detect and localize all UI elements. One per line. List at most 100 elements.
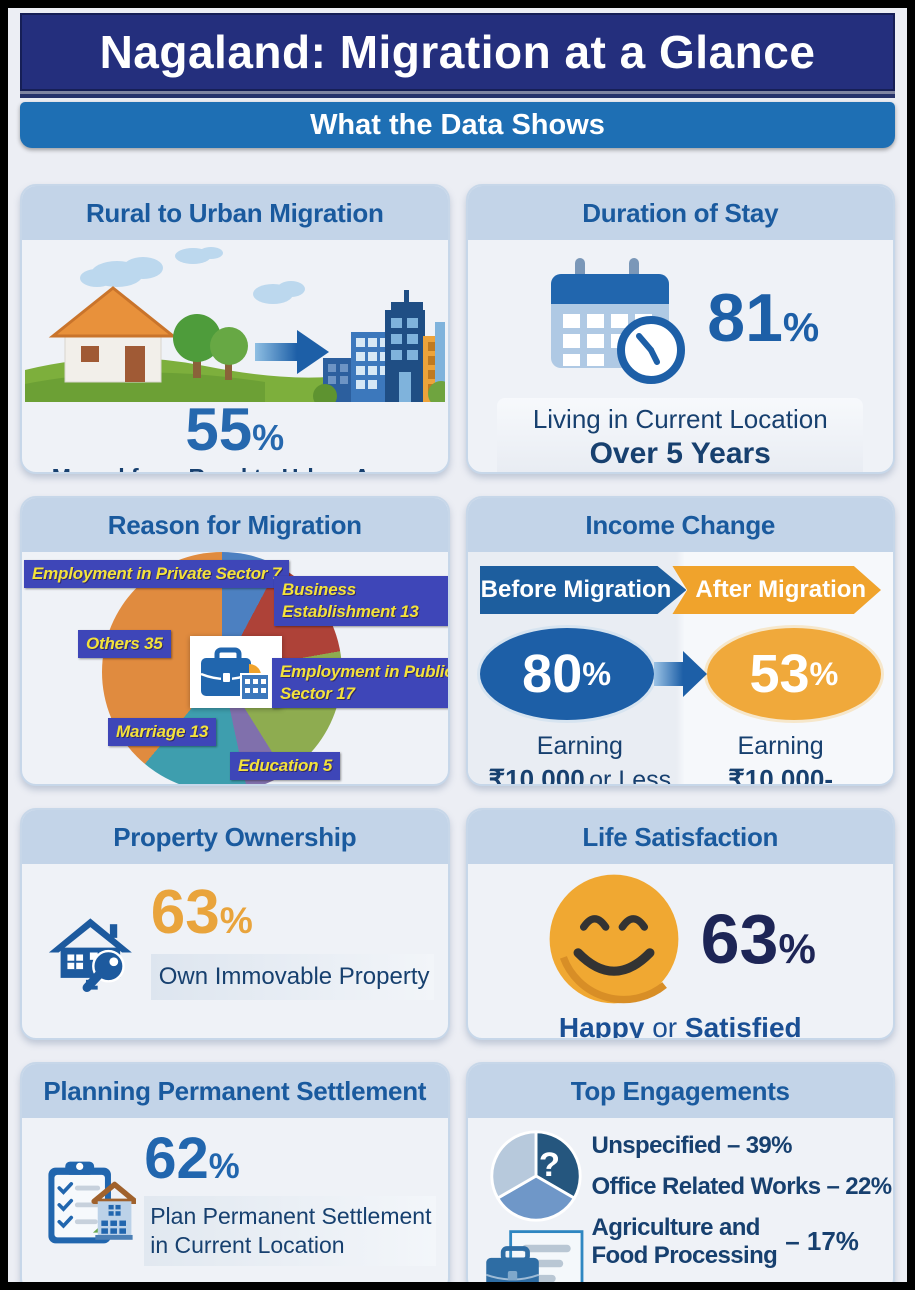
after-earning-label: Earning bbox=[737, 732, 824, 760]
income-banners: Before Migration After Migration bbox=[479, 566, 881, 614]
reason-pie-center-badge bbox=[190, 636, 282, 708]
satisfaction-value: 63 bbox=[700, 900, 779, 978]
after-amount: ₹10,000-₹30,000 bbox=[728, 763, 833, 786]
engagements-icons-column: ? bbox=[480, 1126, 592, 1282]
engagement-dash-2: – bbox=[826, 1173, 840, 1200]
duration-value: 81 bbox=[707, 280, 783, 356]
satisfaction-or: or bbox=[644, 1012, 685, 1040]
settlement-value: 62 bbox=[144, 1126, 209, 1191]
rural-urban-value: 55 bbox=[185, 396, 253, 463]
rural-urban-percent-sign: % bbox=[252, 417, 285, 458]
arrow-right-icon bbox=[254, 330, 329, 374]
pie-label-others: Others 35 bbox=[78, 630, 171, 659]
engagement-item-office-works: Office Related Works – 22% bbox=[591, 1173, 893, 1201]
engagement-value-3: – 17% bbox=[785, 1226, 859, 1257]
before-earning-label: Earning bbox=[536, 732, 623, 760]
engagement-label-3-line2: Food Processing bbox=[591, 1241, 778, 1269]
pie-label-business-establishment: Business Establishment 13 bbox=[274, 576, 448, 627]
smiley-icon bbox=[549, 874, 679, 1004]
rural-urban-caption: Moved from Rural to Urban Areas bbox=[22, 464, 448, 472]
briefcase-building-icon bbox=[200, 647, 270, 701]
pie-question-icon: ? bbox=[489, 1130, 582, 1222]
satisfaction-satisfied: Satisfied bbox=[684, 1012, 802, 1040]
card-engagements-header: Top Engagements bbox=[467, 1064, 893, 1118]
cards-grid: Rural to Urban Migration bbox=[8, 148, 907, 1282]
card-income-body: Before Migration After Migration 80% 53%… bbox=[467, 552, 893, 786]
satisfaction-percent-sign: % bbox=[778, 925, 816, 972]
infographic-frame: Nagaland: Migration at a Glance What the… bbox=[8, 8, 907, 1282]
engagement-item-unspecified: Unspecified – 39% bbox=[592, 1132, 892, 1160]
after-migration-banner: After Migration bbox=[672, 566, 881, 614]
property-stat-block: 63% Own Immovable Property bbox=[150, 874, 434, 1000]
before-amount: ₹10,000 bbox=[488, 763, 585, 786]
engagement-value-2: 22% bbox=[845, 1173, 892, 1200]
settlement-caption: Plan Permanent Settlement in Current Loc… bbox=[144, 1196, 436, 1266]
card-satisfaction-header: Life Satisfaction bbox=[467, 810, 893, 864]
property-value: 63 bbox=[150, 878, 220, 947]
page-subtitle: What the Data Shows bbox=[310, 108, 605, 141]
card-rural-urban-migration: Rural to Urban Migration bbox=[20, 184, 450, 474]
after-income-caption: Earning ₹10,000-₹30,000 bbox=[680, 730, 881, 786]
duration-caption-line2: Over 5 Years bbox=[589, 437, 771, 470]
card-income-change: Income Change Before Migration After Mig… bbox=[465, 496, 895, 786]
settlement-caption-line1: Plan Permanent Settlement bbox=[150, 1203, 432, 1229]
pie-label-employment-public: Employment in Public Sector 17 bbox=[272, 658, 448, 709]
property-caption: Own Immovable Property bbox=[150, 954, 434, 1000]
duration-caption-line1: Living in Current Location bbox=[532, 404, 828, 434]
before-income-percent-sign: % bbox=[582, 655, 612, 692]
card-rural-urban-title: Rural to Urban Migration bbox=[85, 197, 384, 228]
card-reason-header: Reason for Migration bbox=[22, 498, 448, 552]
card-settlement-body: 62% Plan Permanent Settlement in Current… bbox=[22, 1118, 448, 1282]
income-values-row: 80% 53% bbox=[479, 628, 881, 720]
card-property-ownership: Property Ownership bbox=[20, 808, 450, 1040]
header-divider bbox=[20, 94, 895, 98]
card-income-title: Income Change bbox=[585, 509, 776, 540]
card-reason-for-migration: Reason for Migration bbox=[20, 496, 450, 786]
settlement-percent-sign: % bbox=[208, 1147, 240, 1186]
engagement-item-agriculture: Agriculture and Food Processing – 17% bbox=[592, 1214, 892, 1269]
pie-label-employment-private: Employment in Private Sector 7 bbox=[24, 560, 290, 589]
rural-urban-stat: 55% bbox=[22, 400, 448, 460]
income-arrow-right-icon bbox=[653, 651, 707, 697]
engagements-list: Unspecified – 39% Office Related Works –… bbox=[591, 1126, 893, 1282]
card-duration-of-stay: Duration of Stay bbox=[465, 184, 895, 474]
card-top-engagements: Top Engagements ? bbox=[465, 1062, 895, 1282]
trees-icon bbox=[172, 314, 248, 380]
duration-caption: Living in Current Location Over 5 Years bbox=[497, 398, 864, 472]
card-reason-body: Employment in Private Sector 7 Business … bbox=[22, 552, 448, 784]
after-income-value: 53 bbox=[749, 644, 810, 704]
card-duration-title: Duration of Stay bbox=[582, 197, 779, 228]
property-percent-sign: % bbox=[219, 899, 253, 941]
settlement-caption-line2: in Current Location bbox=[150, 1231, 345, 1258]
property-stat: 63% bbox=[151, 882, 434, 944]
card-satisfaction-title: Life Satisfaction bbox=[582, 821, 779, 852]
card-property-body: 63% Own Immovable Property bbox=[22, 864, 448, 1038]
subtitle-band: What the Data Shows bbox=[20, 102, 895, 148]
card-property-title: Property Ownership bbox=[113, 821, 357, 852]
card-settlement-header: Planning Permanent Settlement bbox=[22, 1064, 448, 1118]
card-reason-title: Reason for Migration bbox=[107, 509, 362, 540]
card-settlement-title: Planning Permanent Settlement bbox=[43, 1075, 427, 1106]
card-rural-urban-header: Rural to Urban Migration bbox=[22, 186, 448, 240]
card-life-satisfaction: Life Satisfaction 63% Happy or Satisfied bbox=[465, 808, 895, 1040]
card-satisfaction-body: 63% Happy or Satisfied bbox=[468, 864, 894, 1040]
engagement-label-3-line1: Agriculture and bbox=[591, 1214, 761, 1241]
briefcase-document-icon bbox=[485, 1230, 583, 1282]
clipboard-house-icon bbox=[48, 1161, 137, 1244]
after-income-percent-sign: % bbox=[809, 655, 839, 692]
satisfaction-happy: Happy bbox=[558, 1012, 645, 1040]
before-migration-banner: Before Migration bbox=[479, 566, 687, 614]
engagement-label-2: Office Related Works bbox=[591, 1173, 822, 1200]
card-duration-body: 81% Living in Current Location Over 5 Ye… bbox=[468, 240, 894, 472]
engagement-label-3: Agriculture and Food Processing bbox=[592, 1214, 778, 1269]
before-income-caption: Earning ₹10,000 or Less bbox=[480, 730, 681, 786]
house-key-icon bbox=[48, 918, 132, 993]
pie-label-education: Education 5 bbox=[230, 752, 341, 781]
rural-to-urban-illustration bbox=[24, 247, 445, 402]
engagement-label-1: Unspecified bbox=[591, 1132, 722, 1159]
card-income-header: Income Change bbox=[467, 498, 893, 552]
before-income-ellipse: 80% bbox=[479, 628, 654, 720]
card-rural-urban-body: 55% Moved from Rural to Urban Areas bbox=[22, 240, 448, 472]
income-captions-row: Earning ₹10,000 or Less Earning ₹10,000-… bbox=[480, 730, 882, 786]
before-income-value: 80 bbox=[522, 644, 583, 704]
